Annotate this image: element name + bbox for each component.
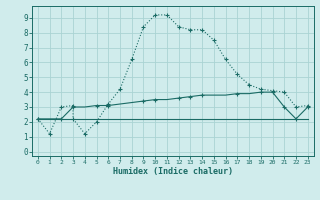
X-axis label: Humidex (Indice chaleur): Humidex (Indice chaleur) [113, 167, 233, 176]
